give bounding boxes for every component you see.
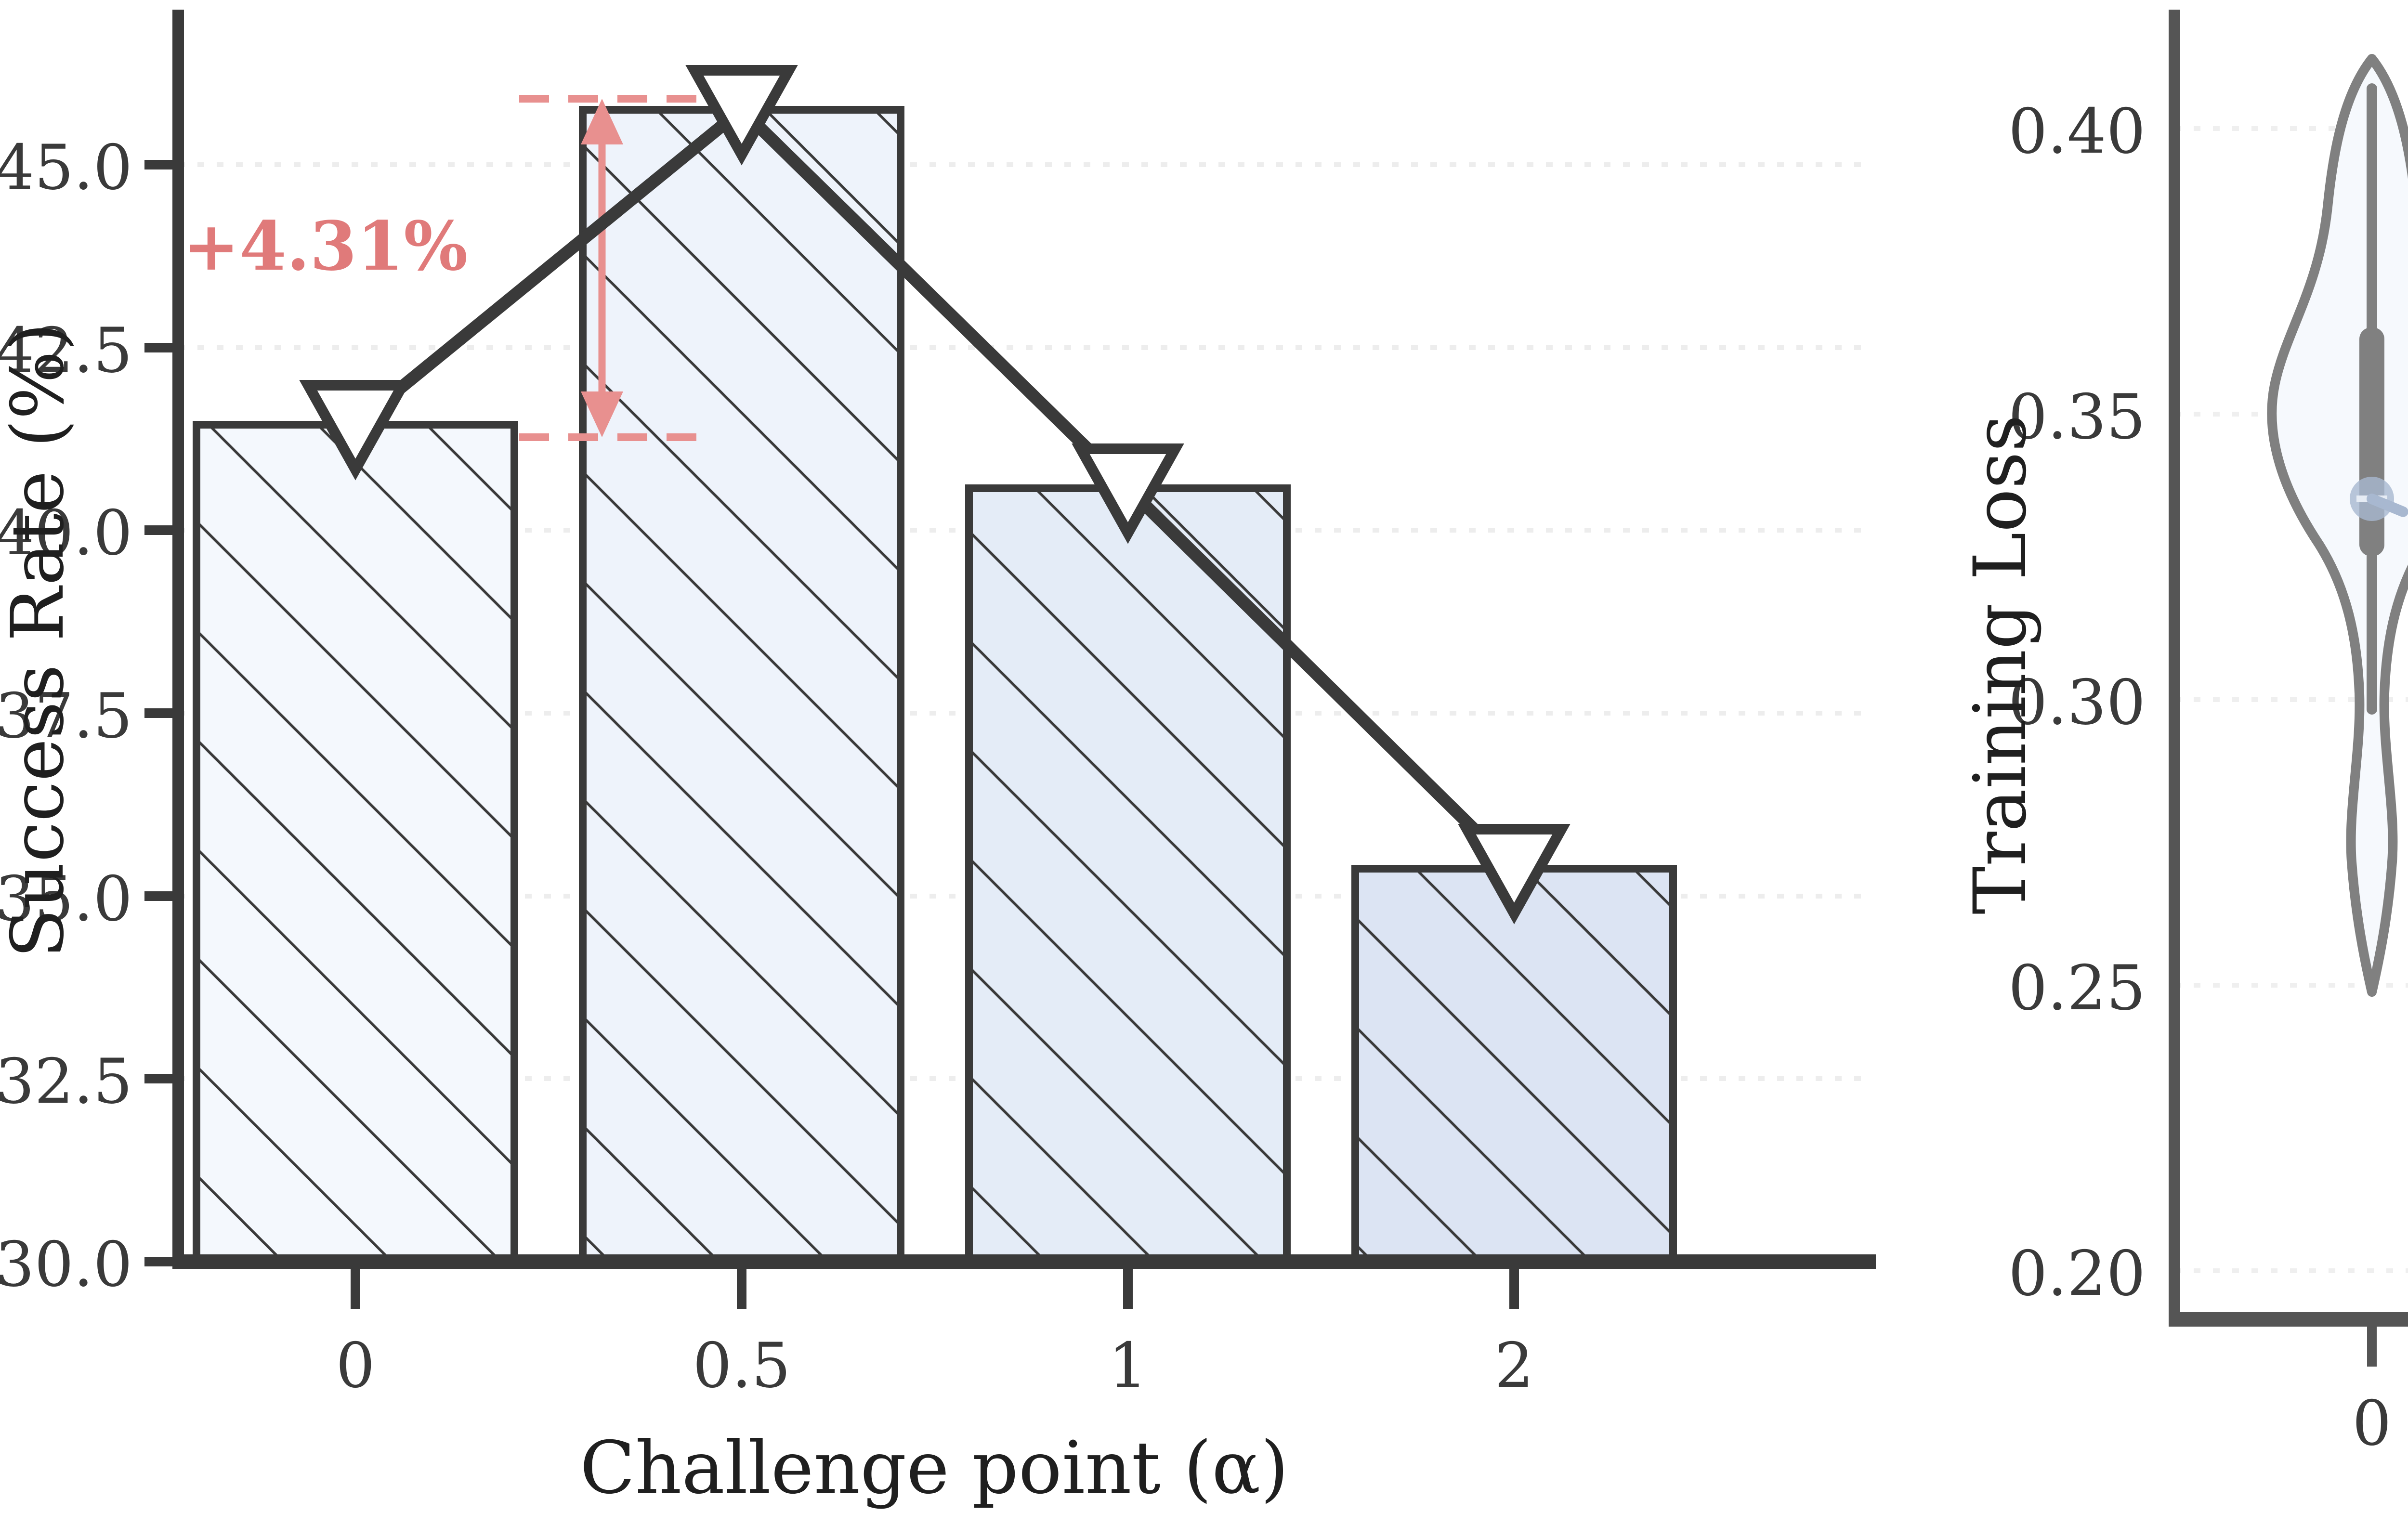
y-tick-label: 32.5 <box>0 1046 132 1118</box>
y-tick-label: 45.0 <box>0 132 132 204</box>
annotation-delta-label: +4.31% <box>183 207 468 286</box>
y-tick-label: 42.5 <box>0 315 132 387</box>
bar-alpha-0.5[interactable] <box>579 106 904 1265</box>
bar-chart-x-tick-labels: 0 0.5 1 2 <box>336 1330 1533 1402</box>
violin-chart-y-axis-title: Training Loss <box>1959 415 2042 914</box>
bar-alpha-2[interactable] <box>1351 865 1677 1265</box>
violin-chart-axes <box>2169 10 2408 1327</box>
bar-alpha-1[interactable] <box>965 484 1291 1265</box>
bar-group <box>193 106 1677 1265</box>
y-tick-label: 0.35 <box>2008 381 2146 453</box>
bar-chart-x-axis-title: Challenge point (α) <box>580 1426 1289 1510</box>
bar-chart-svg: +4.31% <box>0 10 1876 1510</box>
y-tick-label: 40.0 <box>0 497 132 569</box>
bar-trend-line <box>351 104 1519 873</box>
x-tick-label: 0.5 <box>693 1330 791 1402</box>
y-tick-label: 37.5 <box>0 680 132 752</box>
marker-triangle-down-1[interactable] <box>1072 443 1184 544</box>
bar-chart-panel: +4.31% <box>0 10 1876 1510</box>
violin-alpha-0[interactable] <box>2267 54 2408 997</box>
bar-chart-axes <box>172 10 1876 1269</box>
annotation-arrow <box>581 99 623 437</box>
bar-alpha-0[interactable] <box>193 421 518 1265</box>
iqr-box <box>2359 327 2384 556</box>
marker-triangle-down-2[interactable] <box>1458 824 1570 925</box>
violin-chart-y-tick-labels: 0.40 0.35 0.30 0.25 0.20 <box>2008 96 2146 1310</box>
violin-chart-x-ticks <box>2367 1327 2377 1367</box>
y-tick-label: 0.30 <box>2008 667 2146 739</box>
y-tick-label: 0.20 <box>2008 1238 2146 1310</box>
bar-chart-y-ticks <box>144 160 178 1266</box>
annotation-guides <box>519 95 713 441</box>
y-tick-label: 0.25 <box>2008 952 2146 1024</box>
marker-triangle-down-0.5[interactable] <box>685 65 798 166</box>
x-tick-label: 0 <box>2352 1388 2391 1460</box>
bar-trend-markers <box>299 65 1570 925</box>
marker-triangle-down-0[interactable] <box>299 380 412 481</box>
violin-chart-x-tick-labels: 0 0.5 1 2 <box>2352 1388 2391 1460</box>
y-tick-label: 30.0 <box>0 1229 132 1301</box>
violin-chart-panel: 0.40 0.35 0.30 0.25 0.20 0 0.5 1 2 Chall… <box>1876 0 2408 1525</box>
bar-chart-y-tick-labels: 45.0 42.5 40.0 37.5 35.0 32.5 30.0 <box>0 132 132 1301</box>
x-tick-label: 1 <box>1108 1330 1147 1402</box>
bar-chart-y-axis-title: Success Rate (%) <box>0 323 80 958</box>
x-tick-label: 0 <box>336 1330 375 1402</box>
y-tick-label: 35.0 <box>0 863 132 935</box>
bar-chart-x-ticks <box>351 1269 1519 1309</box>
y-tick-label: 0.40 <box>2008 96 2146 168</box>
x-tick-label: 2 <box>1494 1330 1533 1402</box>
violin-chart-svg: 0.40 0.35 0.30 0.25 0.20 0 0.5 1 2 Chall… <box>1959 10 2408 1460</box>
